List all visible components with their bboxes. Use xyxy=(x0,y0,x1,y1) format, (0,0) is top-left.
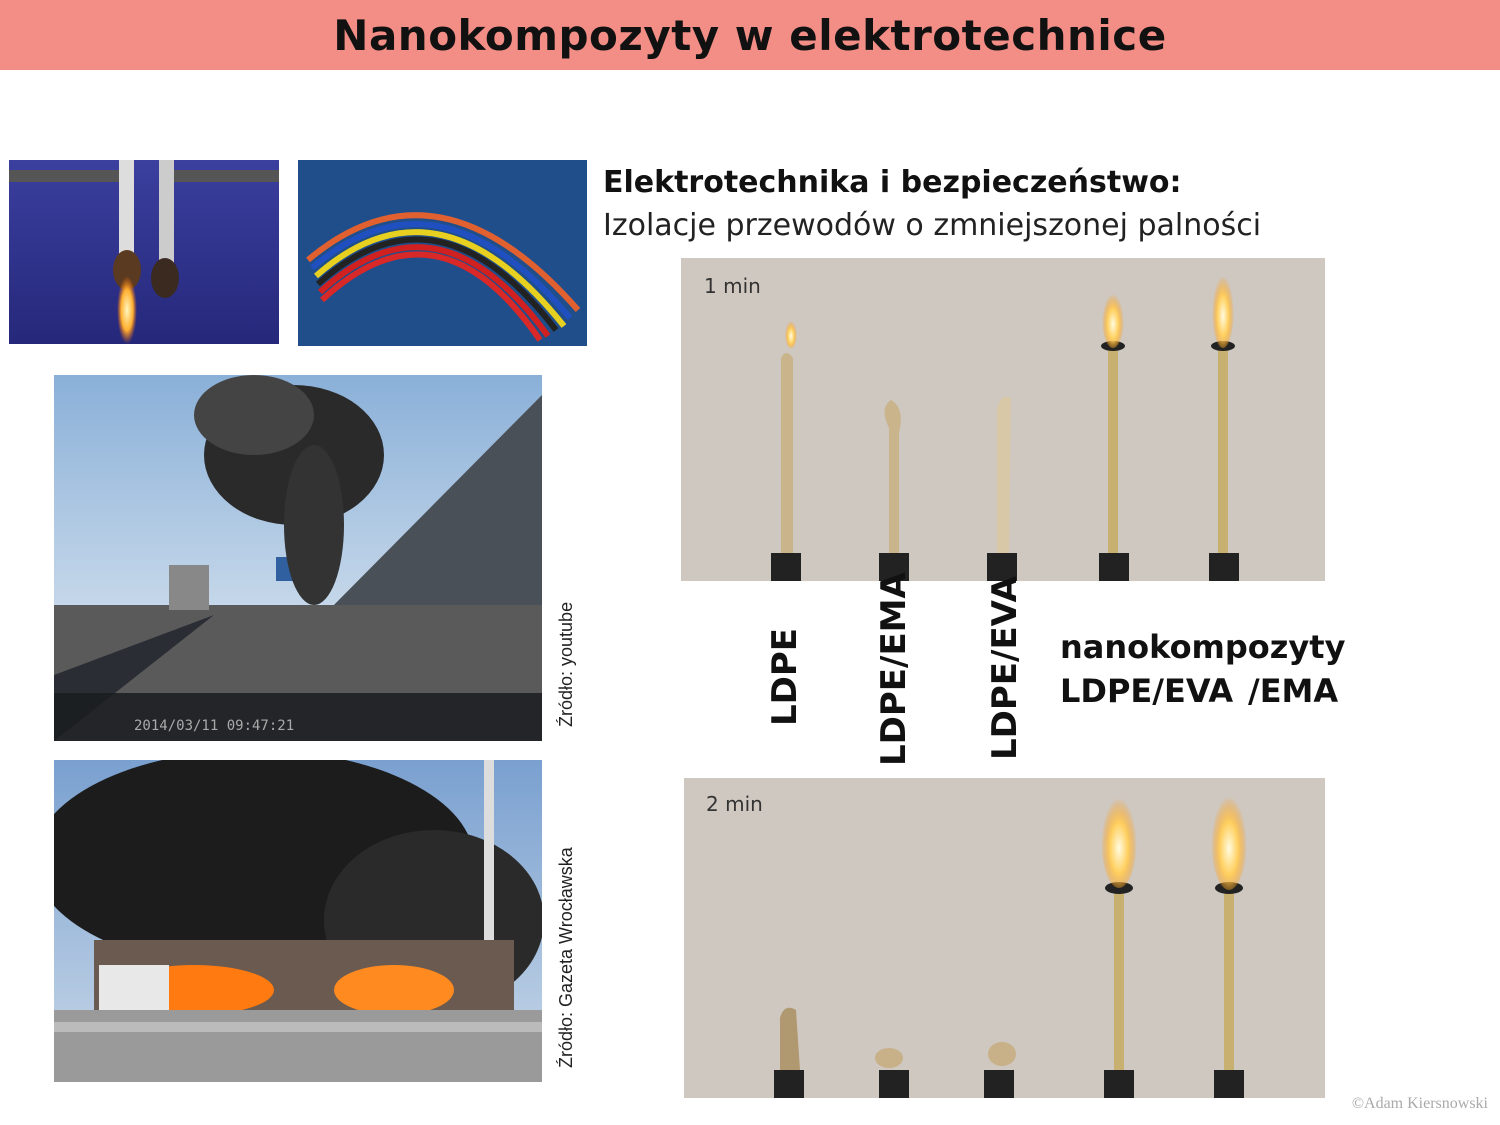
photo-highway-fire: 2014/03/11 09:47:21 xyxy=(54,375,542,741)
photo-burning-cables xyxy=(9,160,279,344)
title-bar: Nanokompozyty w elektrotechnice xyxy=(0,0,1500,70)
copyright: ©Adam Kiersnowski xyxy=(1351,1095,1488,1112)
nanocomposite-eva: LDPE/EVA xyxy=(1060,672,1234,710)
photo-burning-truck xyxy=(54,760,542,1082)
dashcam-timestamp: 2014/03/11 09:47:21 xyxy=(134,718,294,734)
sample-label-ldpe-ema: LDPE/EMA xyxy=(874,572,914,766)
photo-colored-wires xyxy=(298,160,587,346)
time-label-2min: 2 min xyxy=(706,792,763,816)
nanocomposite-ema: /EMA xyxy=(1248,672,1339,710)
section-heading: Elektrotechnika i bezpieczeństwo: xyxy=(603,165,1182,200)
sample-label-ldpe: LDPE xyxy=(765,627,805,726)
source-gazeta: Źródło: Gazeta Wrocławska xyxy=(556,847,576,1068)
photo-flame-test-1min xyxy=(681,258,1325,581)
sample-label-ldpe-eva: LDPE/EVA xyxy=(985,576,1025,760)
time-label-1min: 1 min xyxy=(704,274,761,298)
photo-flame-test-2min xyxy=(684,778,1325,1098)
source-youtube: Źródło: youtube xyxy=(556,601,576,727)
section-subheading: Izolacje przewodów o zmniejszonej palnoś… xyxy=(603,208,1262,243)
slide-title: Nanokompozyty w elektrotechnice xyxy=(333,10,1167,60)
nanocomposite-label: nanokompozyty xyxy=(1060,628,1346,666)
